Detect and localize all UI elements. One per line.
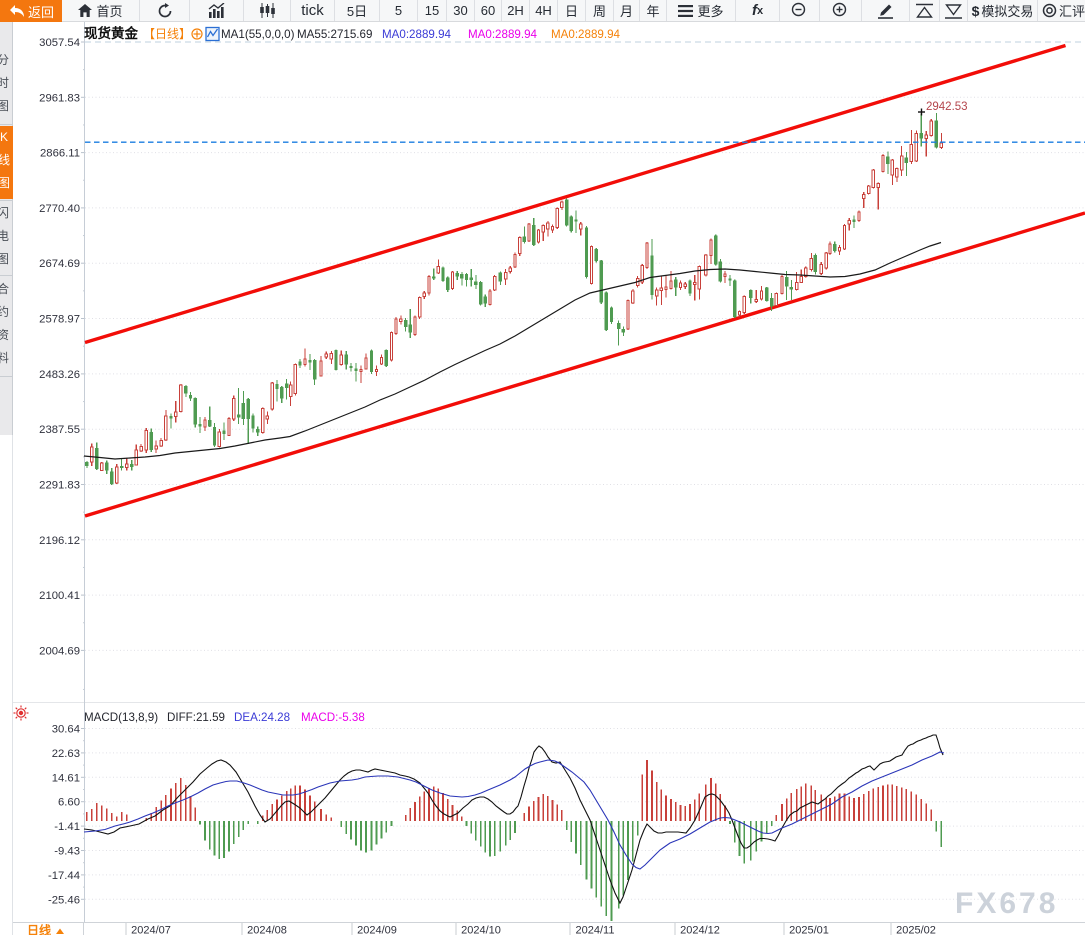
svg-text:2024/07: 2024/07 xyxy=(131,925,171,935)
svg-text:FX678: FX678 xyxy=(955,887,1058,920)
svg-text:14.61: 14.61 xyxy=(52,772,80,784)
svg-text:2961.83: 2961.83 xyxy=(39,92,80,104)
svg-text:DIFF:21.59: DIFF:21.59 xyxy=(167,711,225,724)
svg-text:2025/02: 2025/02 xyxy=(896,925,936,935)
svg-text:2024/12: 2024/12 xyxy=(680,925,720,935)
svg-text:2004.69: 2004.69 xyxy=(39,645,80,657)
svg-text:30.64: 30.64 xyxy=(52,724,80,736)
svg-text:2291.83: 2291.83 xyxy=(39,480,80,492)
svg-text:2578.97: 2578.97 xyxy=(39,314,80,326)
svg-text:2674.69: 2674.69 xyxy=(39,258,80,270)
svg-text:2025/01: 2025/01 xyxy=(789,925,829,935)
svg-text:MA55:2715.69: MA55:2715.69 xyxy=(297,28,372,41)
svg-text:日线: 日线 xyxy=(27,923,51,935)
svg-text:-1.41: -1.41 xyxy=(54,821,80,833)
svg-text:2483.26: 2483.26 xyxy=(39,369,80,381)
svg-text:2770.40: 2770.40 xyxy=(39,203,80,215)
svg-text:-9.43: -9.43 xyxy=(54,846,80,858)
svg-text:MA0:2889.94: MA0:2889.94 xyxy=(382,28,452,41)
svg-text:【日线】: 【日线】 xyxy=(143,27,191,41)
svg-text:2100.41: 2100.41 xyxy=(39,590,80,602)
svg-text:2196.12: 2196.12 xyxy=(39,535,80,547)
svg-text:22.63: 22.63 xyxy=(52,748,80,760)
svg-text:2387.55: 2387.55 xyxy=(39,424,80,436)
svg-text:MA0:2889.94: MA0:2889.94 xyxy=(551,28,621,41)
svg-text:DEA:24.28: DEA:24.28 xyxy=(234,711,290,724)
svg-text:2024/09: 2024/09 xyxy=(357,925,397,935)
svg-text:-25.46: -25.46 xyxy=(48,894,80,906)
svg-text:MACD:-5.38: MACD:-5.38 xyxy=(301,711,365,724)
svg-text:2942.53: 2942.53 xyxy=(926,101,968,113)
svg-text:2866.11: 2866.11 xyxy=(40,148,80,160)
svg-text:6.60: 6.60 xyxy=(58,797,80,809)
svg-text:-17.44: -17.44 xyxy=(48,870,80,882)
svg-text:MA1(55,0,0,0): MA1(55,0,0,0) xyxy=(221,28,295,41)
svg-text:MACD(13,8,9): MACD(13,8,9) xyxy=(84,711,158,724)
svg-text:2024/08: 2024/08 xyxy=(247,925,287,935)
svg-text:2024/10: 2024/10 xyxy=(461,925,501,935)
svg-text:3057.54: 3057.54 xyxy=(39,37,80,49)
svg-text:现货黄金: 现货黄金 xyxy=(84,25,138,41)
svg-text:2024/11: 2024/11 xyxy=(576,925,615,935)
svg-text:MA0:2889.94: MA0:2889.94 xyxy=(468,28,538,41)
